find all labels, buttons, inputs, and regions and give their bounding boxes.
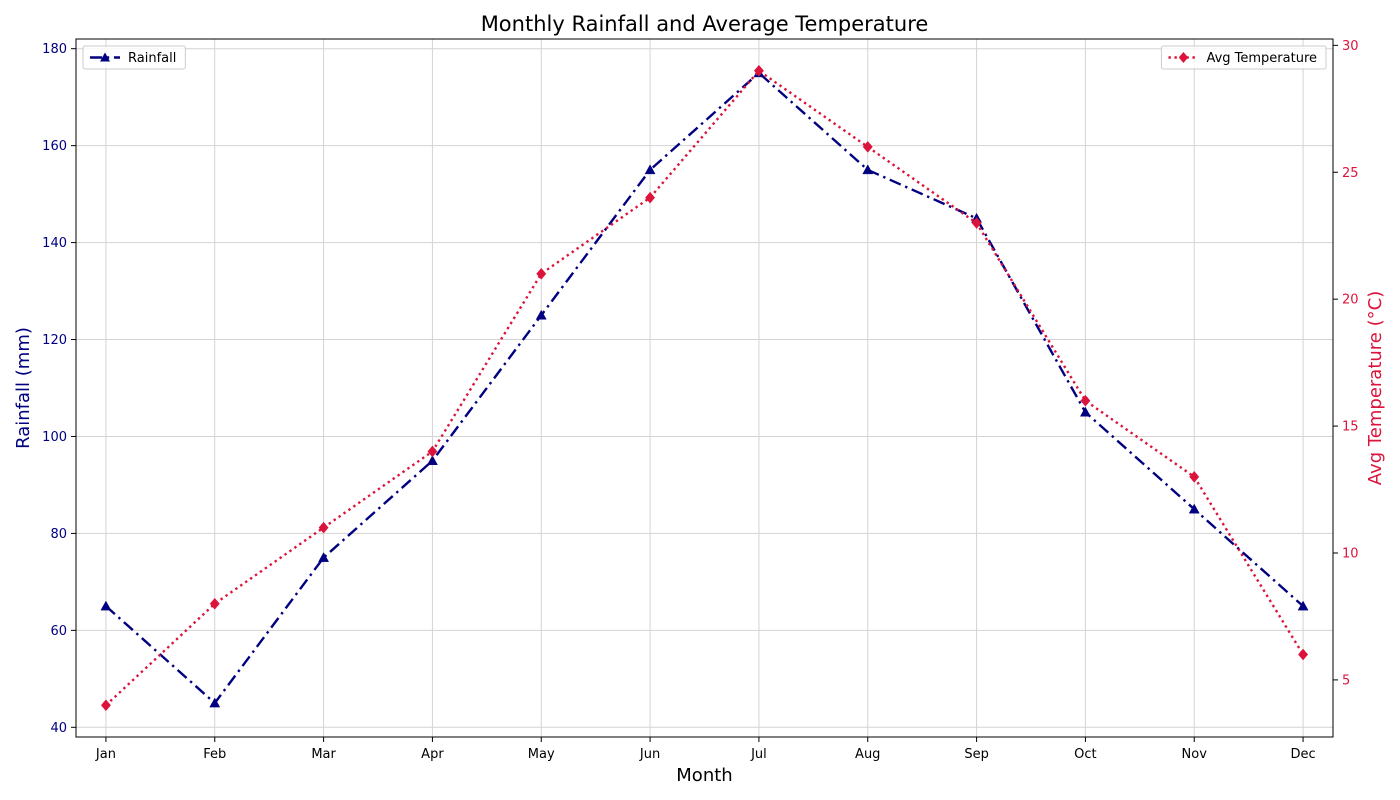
y-axis-right: 5 10 15 20 25 30: [1333, 39, 1359, 688]
data-point: [318, 521, 329, 534]
y-left-tick-label: 180: [42, 42, 67, 57]
x-axis: Jan Feb Mar Apr May Jun Jul Aug Sep Oct Nov Dec: [95, 737, 1316, 762]
x-tick-label: Apr: [421, 747, 444, 762]
data-point: [1188, 503, 1200, 514]
y-left-tick-label: 160: [42, 139, 67, 154]
legend-label: Avg Temperature: [1206, 51, 1317, 66]
data-point: [209, 697, 221, 708]
data-point: [318, 552, 330, 562]
y-left-tick-label: 40: [50, 721, 67, 736]
y-left-tick-label: 60: [50, 624, 67, 639]
data-point: [100, 600, 112, 611]
y-right-tick-label: 25: [1342, 166, 1359, 181]
series-line: [105, 71, 1304, 705]
chart-title: Monthly Rainfall and Average Temperature: [481, 12, 929, 36]
y-right-tick-label: 15: [1342, 420, 1359, 435]
data-point: [1298, 648, 1309, 661]
x-tick-label: Jul: [750, 747, 767, 762]
data-point: [753, 64, 764, 77]
data-point: [645, 191, 656, 204]
data-point: [862, 140, 873, 153]
x-tick-label: Jan: [95, 747, 116, 762]
legend-rainfall: Rainfall: [82, 45, 186, 70]
data-point: [427, 445, 438, 458]
y-left-tick-label: 80: [50, 527, 67, 542]
x-tick-label: Feb: [203, 747, 226, 762]
legend-marker-diamond: [1178, 52, 1189, 63]
data-point: [971, 217, 982, 229]
y-left-tick-label: 120: [42, 333, 67, 348]
data-point: [862, 164, 874, 175]
y-right-tick-label: 20: [1342, 293, 1359, 308]
y-left-tick-label: 140: [42, 236, 67, 251]
data-point: [1189, 470, 1200, 483]
y-axis-right-title: Avg Temperature (°C): [1365, 291, 1386, 485]
data-point: [1080, 394, 1091, 407]
x-tick-label: Oct: [1074, 747, 1096, 762]
data-point: [536, 267, 547, 280]
x-tick-label: Nov: [1182, 747, 1208, 762]
y-left-tick-label: 100: [42, 430, 67, 445]
series-line: [105, 69, 1305, 707]
data-point: [1297, 600, 1309, 611]
legend-box: [1160, 45, 1327, 70]
data-point: [535, 309, 547, 320]
data-point: [100, 699, 111, 712]
legend-label: Rainfall: [128, 51, 176, 66]
x-tick-label: Mar: [311, 747, 336, 762]
x-tick-label: Jun: [639, 747, 660, 762]
grid-lines: [76, 39, 1333, 737]
y-right-tick-label: 30: [1342, 39, 1359, 54]
y-right-tick-label: 5: [1342, 673, 1350, 688]
series-lines: [100, 64, 1309, 712]
data-point: [426, 455, 438, 465]
plot-frame: [75, 38, 1334, 738]
x-axis-title: Month: [676, 765, 732, 786]
x-tick-label: May: [528, 747, 555, 762]
data-point: [644, 164, 656, 175]
x-tick-label: Sep: [964, 747, 989, 762]
data-point: [1079, 406, 1091, 417]
y-axis-left-title: Rainfall (mm): [13, 327, 34, 449]
legend-box: [82, 45, 186, 70]
data-point: [209, 597, 220, 610]
legend-avg-temperature: Avg Temperature: [1160, 45, 1327, 70]
y-axis-left: 40 60 80 100 120 140 160 180: [42, 42, 76, 736]
y-right-tick-label: 10: [1342, 546, 1359, 561]
x-tick-label: Aug: [855, 747, 880, 762]
x-tick-label: Dec: [1290, 747, 1315, 762]
legend-marker-triangle: [100, 52, 110, 62]
